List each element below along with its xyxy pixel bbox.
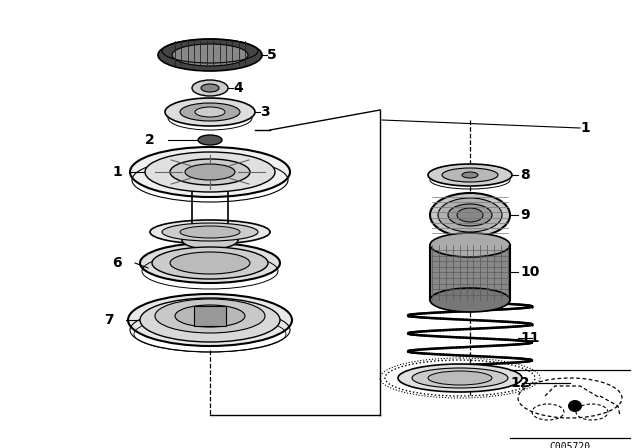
Ellipse shape (412, 368, 508, 388)
Ellipse shape (128, 294, 292, 346)
Text: 1: 1 (580, 121, 589, 135)
Text: 8: 8 (520, 168, 530, 182)
Ellipse shape (192, 80, 228, 96)
Ellipse shape (172, 44, 248, 66)
Ellipse shape (155, 299, 265, 333)
Ellipse shape (430, 288, 510, 312)
Text: 7: 7 (104, 313, 114, 327)
Text: 11: 11 (520, 331, 540, 345)
Ellipse shape (457, 208, 483, 222)
Ellipse shape (180, 103, 240, 121)
Ellipse shape (430, 193, 510, 237)
Ellipse shape (568, 400, 582, 412)
Ellipse shape (428, 164, 512, 186)
Ellipse shape (158, 39, 262, 71)
Ellipse shape (150, 220, 270, 244)
Ellipse shape (198, 135, 222, 145)
Ellipse shape (201, 84, 219, 92)
Bar (194, 306, 226, 326)
Ellipse shape (145, 152, 275, 192)
Ellipse shape (428, 371, 492, 385)
Ellipse shape (140, 298, 280, 342)
Ellipse shape (162, 223, 258, 241)
Text: 5: 5 (267, 48, 276, 62)
Ellipse shape (180, 226, 240, 238)
Text: C005720: C005720 (549, 442, 591, 448)
Text: 4: 4 (233, 81, 243, 95)
Bar (430, 245, 510, 300)
Text: 1: 1 (112, 165, 122, 179)
Ellipse shape (438, 198, 502, 232)
Ellipse shape (182, 231, 238, 249)
Ellipse shape (195, 107, 225, 117)
Ellipse shape (170, 159, 250, 185)
Text: 2: 2 (145, 133, 155, 147)
Ellipse shape (185, 164, 235, 180)
Ellipse shape (165, 98, 255, 126)
Ellipse shape (442, 168, 498, 182)
Ellipse shape (152, 247, 268, 279)
Text: 3: 3 (260, 105, 269, 119)
Ellipse shape (170, 252, 250, 274)
Text: 9: 9 (520, 208, 530, 222)
Ellipse shape (130, 147, 290, 197)
Text: 6: 6 (113, 256, 122, 270)
Text: 12: 12 (510, 376, 529, 390)
Ellipse shape (398, 364, 522, 392)
Text: 10: 10 (520, 265, 540, 279)
Ellipse shape (462, 172, 478, 178)
Ellipse shape (430, 233, 510, 257)
Ellipse shape (175, 305, 245, 327)
Ellipse shape (140, 243, 280, 283)
Ellipse shape (448, 204, 492, 226)
